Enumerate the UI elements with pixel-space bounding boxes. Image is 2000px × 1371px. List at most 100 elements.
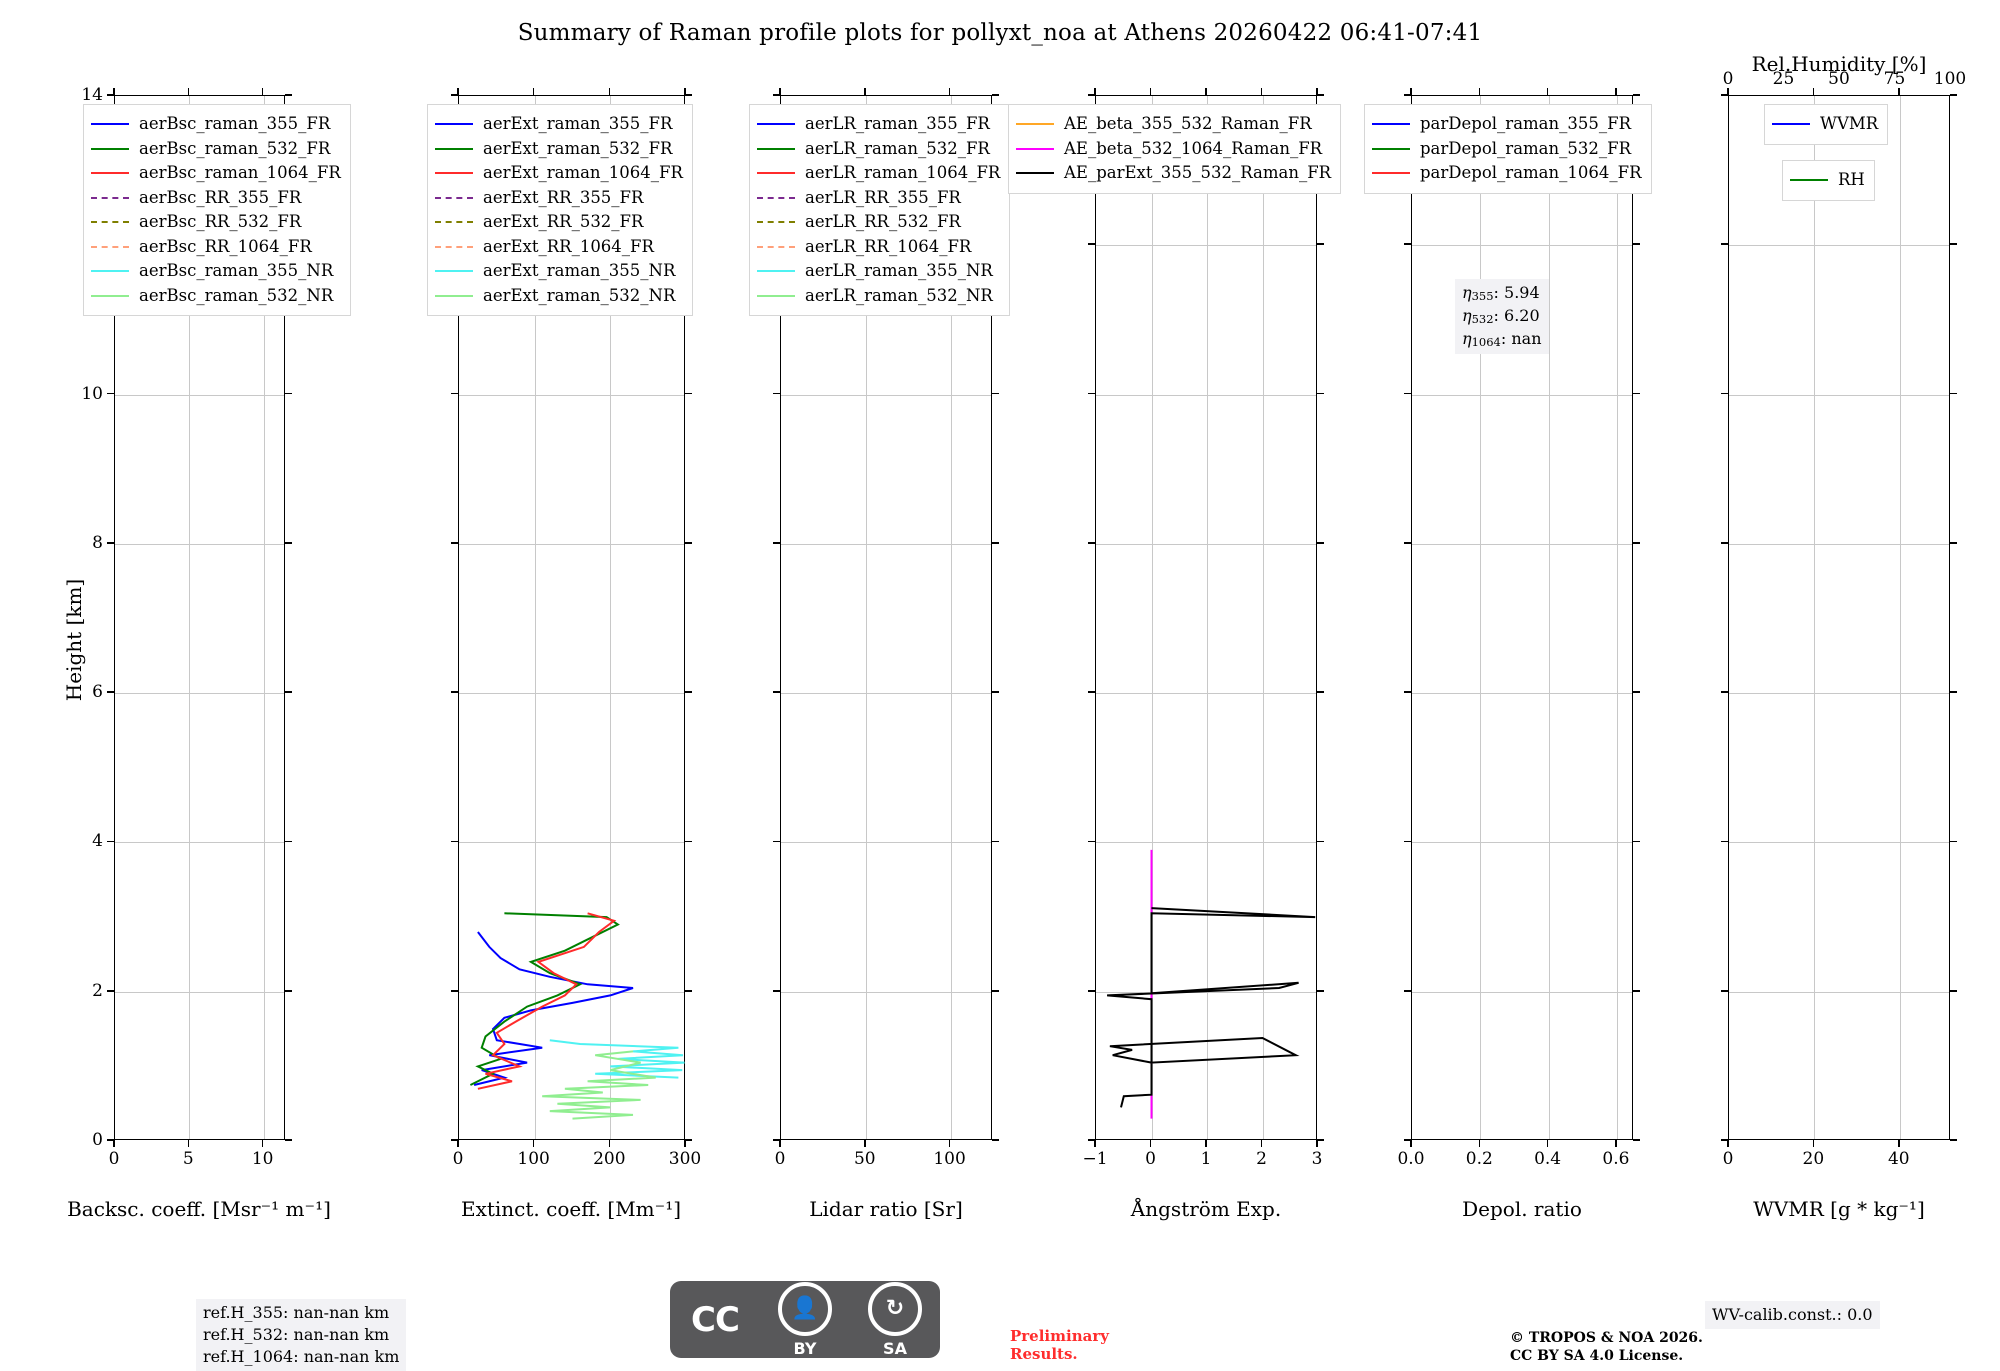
y-tick [773, 691, 780, 693]
legend-entry: aerLR_raman_532_FR [757, 137, 1000, 162]
legend-line-swatch [1372, 172, 1410, 175]
x-tick-label: 0.6 [1602, 1149, 1630, 1169]
x-tick-top [1478, 88, 1481, 95]
x-tick-label: 1 [1200, 1149, 1212, 1169]
series-line [473, 931, 634, 1086]
y-tick [773, 989, 780, 992]
x-tick [457, 1140, 459, 1147]
axis-title-rel-humidity: Rel.Humidity [%] [1751, 52, 1927, 76]
legend-label: WVMR [1820, 114, 1879, 133]
y-tick [773, 840, 780, 843]
gridline-vertical [189, 96, 191, 1139]
gridline-horizontal [781, 991, 991, 993]
gridline-horizontal [1412, 245, 1632, 247]
legend-label: parDepol_raman_355_FR [1420, 114, 1632, 133]
ref-h-1064: ref.H_1064: nan-nan km [203, 1347, 400, 1367]
legend-label: aerBsc_raman_355_FR [139, 114, 331, 133]
wv-calibration-annotation: WV-calib.const.: 0.0 [1705, 1301, 1880, 1330]
axis-title-angstrom: Ångström Exp. [1130, 1197, 1282, 1221]
data-curves [1729, 96, 1951, 1141]
legend-label: aerExt_raman_1064_FR [483, 163, 683, 182]
x-tick [948, 1140, 951, 1147]
copyright-line-2: CC BY SA 4.0 License. [1510, 1347, 1684, 1364]
gridline-vertical [1616, 96, 1618, 1139]
x-tick-top [113, 88, 115, 95]
legend-line-swatch [1372, 147, 1410, 150]
y-tick [685, 840, 692, 843]
eta-line: η1064: nan [1462, 328, 1542, 349]
x-tick-top [1410, 88, 1412, 95]
y-tick [1633, 243, 1640, 246]
axis-title-extinction: Extinct. coeff. [Mm⁻¹] [460, 1197, 682, 1221]
x-tick [1316, 1140, 1318, 1147]
x-tick-label: 40 [1887, 1149, 1910, 1169]
y-tick [1088, 1139, 1095, 1141]
cc-icon: CC [691, 1299, 740, 1340]
legend-line-swatch [757, 270, 795, 273]
x-tick [864, 1140, 866, 1147]
legend-line-swatch [435, 123, 473, 126]
x-tick-label: 5 [182, 1149, 194, 1169]
axis-title-backscatter: Backsc. coeff. [Msr⁻¹ m⁻¹] [67, 1197, 331, 1221]
legend-line-swatch [757, 123, 795, 126]
legend-entry: AE_beta_532_1064_Raman_FR [1016, 137, 1331, 162]
y-tick [1088, 392, 1095, 395]
top-x-tick-label: 100 [1933, 69, 1967, 89]
legend-line-swatch [435, 172, 473, 175]
legend-entry: aerLR_raman_1064_FR [757, 161, 1000, 186]
legend-line-swatch [1772, 123, 1810, 126]
legend-entry: aerBsc_raman_355_NR [91, 259, 341, 284]
gridline-horizontal [1096, 693, 1316, 695]
y-tick [1088, 691, 1095, 693]
plot-area-angstrom [1095, 95, 1317, 1140]
y-tick [1633, 94, 1640, 96]
cc-by-cell: 👤 BY [760, 1281, 850, 1358]
y-tick [1404, 691, 1411, 693]
cc-by-label: BY [793, 1338, 817, 1358]
x-tick-top [457, 88, 459, 95]
legend-line-swatch [757, 172, 795, 175]
legend-entry: parDepol_raman_532_FR [1372, 137, 1642, 162]
x-tick [532, 1140, 535, 1147]
legend-line-swatch [435, 294, 473, 297]
plot-area-depol [1411, 95, 1633, 1140]
y-tick [992, 94, 999, 96]
y-tick [1317, 840, 1324, 843]
y-tick [992, 840, 999, 843]
y-tick [1633, 392, 1640, 395]
x-tick-top [1316, 88, 1318, 95]
legend-entry: aerBsc_RR_355_FR [91, 186, 341, 211]
legend-entry: aerExt_raman_355_NR [435, 259, 683, 284]
x-tick-top [1205, 88, 1207, 95]
legend-line-swatch [1016, 123, 1054, 126]
gridline-horizontal [115, 991, 284, 993]
gridline-horizontal [1412, 543, 1632, 545]
y-tick [992, 542, 999, 544]
legend-label: RH [1838, 170, 1865, 189]
x-tick-top [1812, 88, 1815, 95]
legend-label: aerExt_raman_532_FR [483, 138, 673, 158]
y-tick-label: 0 [92, 1130, 103, 1150]
x-tick [1410, 1140, 1412, 1147]
legend-label: parDepol_raman_1064_FR [1420, 163, 1642, 182]
x-tick [113, 1140, 115, 1147]
y-tick [1633, 840, 1640, 843]
gridline-horizontal [459, 842, 684, 844]
gridline-horizontal [115, 543, 284, 545]
gridline-vertical [1480, 96, 1482, 1139]
gridline-vertical [610, 96, 612, 1139]
legend-line-swatch [1016, 147, 1054, 150]
legend-extinction: aerExt_raman_355_FR aerExt_raman_532_FR ae… [427, 104, 693, 316]
gridline-horizontal [781, 543, 991, 545]
legend-line-swatch [91, 196, 129, 199]
x-tick-label: 0.4 [1534, 1149, 1562, 1169]
share-alike-icon: ↻ [868, 1281, 922, 1336]
legend-label: aerLR_RR_532_FR [805, 212, 961, 231]
legend-label: aerExt_RR_355_FR [483, 187, 644, 207]
legend-line-swatch [435, 270, 473, 273]
gridline-horizontal [1729, 543, 1949, 545]
legend-entry: aerBsc_RR_1064_FR [91, 235, 341, 260]
y-tick-label: 6 [92, 682, 103, 703]
x-tick-label: 100 [517, 1149, 550, 1169]
y-tick [1721, 691, 1728, 693]
